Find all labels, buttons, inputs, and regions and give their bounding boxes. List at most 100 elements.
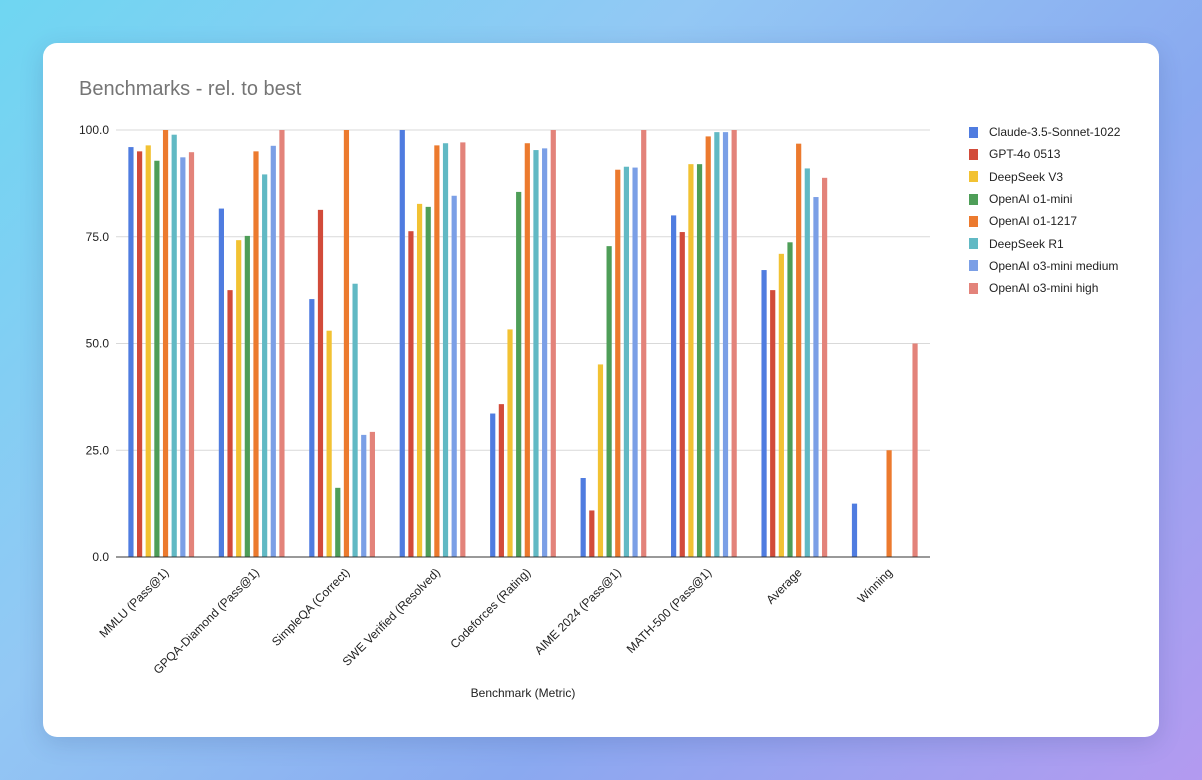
x-tick-label: SimpleQA (Correct) bbox=[269, 565, 352, 648]
bar bbox=[309, 299, 315, 557]
bar bbox=[632, 167, 638, 558]
y-tick-label: 75.0 bbox=[86, 230, 110, 244]
bar bbox=[641, 130, 647, 557]
legend-label: DeepSeek V3 bbox=[989, 169, 1064, 184]
bar bbox=[542, 148, 548, 557]
legend-label: DeepSeek R1 bbox=[989, 236, 1064, 251]
bar bbox=[451, 195, 457, 557]
legend-swatch bbox=[969, 238, 978, 250]
bar bbox=[787, 242, 793, 557]
chart-legend: Claude-3.5-Sonnet-1022 GPT-4o 0513 DeepSee… bbox=[969, 121, 1159, 299]
bar bbox=[154, 160, 160, 557]
bar bbox=[145, 145, 151, 557]
legend-swatch bbox=[969, 260, 978, 272]
x-tick-label: Winning bbox=[855, 565, 896, 606]
bar bbox=[731, 130, 737, 557]
y-tick-label: 25.0 bbox=[86, 443, 110, 457]
legend-label: GPT-4o 0513 bbox=[989, 147, 1061, 162]
bar bbox=[425, 206, 431, 558]
gridlines bbox=[116, 129, 930, 451]
x-tick-label: MMLU (Pass@1) bbox=[96, 565, 171, 640]
legend-item: OpenAI o3-mini high bbox=[969, 277, 1159, 299]
bar bbox=[688, 164, 694, 557]
bar bbox=[533, 150, 539, 557]
legend-item: OpenAI o1-1217 bbox=[969, 210, 1159, 232]
legend-label: OpenAI o1-1217 bbox=[989, 214, 1078, 229]
x-tick-label: MATH-500 (Pass@1) bbox=[624, 565, 715, 656]
bar bbox=[589, 510, 595, 557]
bar bbox=[516, 191, 522, 558]
bar bbox=[498, 404, 504, 557]
bar bbox=[696, 164, 703, 557]
y-tick-label: 50.0 bbox=[86, 337, 110, 351]
bar bbox=[361, 434, 367, 557]
bar bbox=[434, 145, 440, 557]
bar bbox=[227, 290, 233, 557]
bar bbox=[714, 132, 720, 557]
legend-swatch bbox=[969, 148, 978, 160]
legend-swatch bbox=[969, 215, 978, 227]
x-tick-label: Average bbox=[763, 565, 805, 607]
y-tick-label: 0.0 bbox=[92, 550, 109, 564]
bar bbox=[679, 232, 685, 558]
bar bbox=[615, 169, 621, 557]
legend-label: OpenAI o1-mini bbox=[989, 192, 1073, 207]
bar bbox=[822, 177, 828, 557]
bar bbox=[253, 151, 259, 557]
x-tick-label: Codeforces (Rating) bbox=[448, 565, 534, 651]
bar bbox=[218, 208, 224, 557]
bar bbox=[912, 343, 918, 557]
bar bbox=[317, 209, 324, 557]
bar bbox=[507, 329, 513, 557]
chart-title: Benchmarks - rel. to best bbox=[79, 78, 302, 100]
bar bbox=[262, 174, 268, 557]
bar bbox=[580, 478, 586, 557]
y-axis-ticks: 0.0 25.0 50.0 75.0 100.0 bbox=[79, 123, 109, 564]
legend-label: OpenAI o3-mini medium bbox=[989, 258, 1119, 273]
legend-swatch bbox=[969, 282, 978, 294]
legend-item: OpenAI o3-mini medium bbox=[969, 255, 1159, 277]
bars bbox=[128, 130, 918, 558]
bar bbox=[335, 487, 341, 557]
legend-swatch bbox=[969, 171, 978, 183]
bar bbox=[886, 450, 892, 557]
bar bbox=[796, 143, 802, 557]
bar bbox=[244, 235, 250, 557]
bar bbox=[490, 413, 496, 557]
bar bbox=[761, 270, 767, 557]
bar bbox=[671, 215, 677, 557]
legend-item: OpenAI o1-mini bbox=[969, 188, 1159, 210]
x-tick-label: SWE Verified (Resolved) bbox=[340, 565, 443, 668]
bar bbox=[270, 145, 276, 557]
bar bbox=[343, 130, 350, 557]
bar bbox=[136, 151, 143, 557]
x-axis-ticks: MMLU (Pass@1)GPQA-Diamond (Pass@1) Simple… bbox=[96, 565, 895, 677]
legend-swatch bbox=[969, 126, 978, 138]
bar bbox=[180, 157, 186, 557]
x-tick-label: GPQA-Diamond (Pass@1) bbox=[151, 565, 262, 676]
bar bbox=[369, 431, 375, 557]
bar bbox=[162, 130, 169, 557]
bar bbox=[778, 253, 784, 557]
bar bbox=[236, 240, 242, 557]
bar bbox=[399, 130, 405, 557]
bar bbox=[279, 130, 285, 557]
bar bbox=[770, 290, 776, 557]
legend-label: Claude-3.5-Sonnet-1022 bbox=[989, 125, 1121, 140]
bar bbox=[851, 503, 858, 557]
bar bbox=[606, 246, 612, 558]
bar bbox=[550, 130, 556, 557]
legend-item: Claude-3.5-Sonnet-1022 bbox=[969, 121, 1159, 143]
bar bbox=[804, 168, 810, 557]
x-axis-title: Benchmark (Metric) bbox=[471, 686, 576, 700]
bar bbox=[524, 143, 530, 557]
bar bbox=[416, 203, 423, 557]
x-tick-label: AIME 2024 (Pass@1) bbox=[532, 565, 624, 657]
legend-item: GPT-4o 0513 bbox=[969, 143, 1159, 165]
bar bbox=[352, 283, 358, 557]
bar bbox=[460, 142, 466, 557]
bar bbox=[597, 364, 604, 557]
legend-swatch bbox=[969, 193, 978, 205]
bar bbox=[623, 166, 630, 558]
